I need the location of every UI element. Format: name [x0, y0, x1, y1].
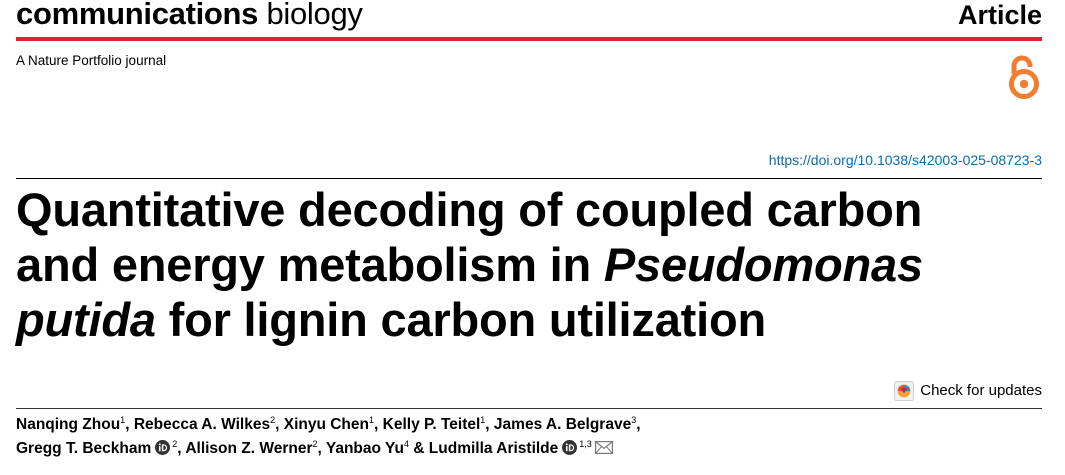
authors-divider	[16, 408, 1042, 409]
author-separator: ,	[317, 440, 326, 457]
title-line-3: putida for lignin carbon utilization	[16, 292, 1046, 347]
author-name[interactable]: Gregg T. Beckham	[16, 440, 152, 457]
title-species-genus: Pseudomonas	[603, 238, 923, 291]
check-for-updates-icon	[894, 381, 915, 401]
author-affiliation[interactable]: 2	[270, 415, 276, 425]
author-separator: ,	[485, 416, 494, 433]
journal-tagline: A Nature Portfolio journal	[16, 53, 167, 68]
author-name[interactable]: Allison Z. Werner	[185, 440, 313, 457]
author-separator: ,	[636, 416, 641, 433]
author-affiliation[interactable]: 4	[403, 439, 409, 449]
author-affiliation[interactable]: 2	[172, 439, 178, 449]
author-separator: ,	[125, 416, 134, 433]
author-affiliation[interactable]: 2	[312, 439, 318, 449]
author-list: Nanqing Zhou1, Rebecca A. Wilkes2, Xinyu…	[16, 413, 1046, 461]
title-species-epithet: putida	[16, 293, 156, 346]
author-separator: ,	[374, 416, 383, 433]
author-name[interactable]: Kelly P. Teitel	[382, 416, 481, 433]
title-text: and energy metabolism in	[16, 238, 604, 291]
check-for-updates-label: Check for updates	[920, 382, 1042, 399]
author-name[interactable]: Rebecca A. Wilkes	[133, 416, 271, 433]
author-name[interactable]: Nanqing Zhou	[16, 416, 121, 433]
author-separator: ,	[177, 440, 186, 457]
title-line-1: Quantitative decoding of coupled carbon	[16, 183, 923, 236]
check-for-updates-button[interactable]: Check for updates	[894, 380, 1042, 402]
orcid-icon[interactable]	[562, 440, 578, 455]
title-line-2: and energy metabolism in Pseudomonas	[16, 237, 1046, 292]
email-icon[interactable]	[594, 441, 613, 454]
author-affiliation[interactable]: 1	[480, 415, 486, 425]
article-title: Quantitative decoding of coupled carbon …	[16, 182, 1046, 347]
open-access-lock-icon[interactable]	[1006, 52, 1042, 100]
author-name[interactable]: Ludmilla Aristilde	[428, 440, 559, 457]
author-name[interactable]: Xinyu Chen	[283, 416, 369, 433]
author-affiliation[interactable]: 3	[631, 415, 637, 425]
author-separator: ,	[275, 416, 284, 433]
author-line-1: Nanqing Zhou1, Rebecca A. Wilkes2, Xinyu…	[16, 413, 1046, 437]
author-affiliation[interactable]: 1,3	[579, 439, 592, 449]
orcid-icon[interactable]	[155, 440, 171, 455]
doi-link[interactable]: https://doi.org/10.1038/s42003-025-08723…	[768, 152, 1042, 168]
author-separator: &	[408, 440, 429, 457]
author-name[interactable]: Yanbao Yu	[325, 440, 404, 457]
title-text: for lignin carbon utilization	[155, 293, 767, 346]
author-line-2: Gregg T. Beckham 2, Allison Z. Werner2, Y…	[16, 437, 1046, 461]
journal-name-light: biology	[266, 0, 363, 31]
author-affiliation[interactable]: 1	[369, 415, 375, 425]
author-name[interactable]: James A. Belgrave	[493, 416, 632, 433]
title-divider	[16, 178, 1042, 179]
author-affiliation[interactable]: 1	[120, 415, 126, 425]
journal-name[interactable]: communications biology	[16, 0, 363, 34]
header-divider	[16, 37, 1042, 41]
journal-name-bold: communications	[16, 0, 259, 31]
article-type-label: Article	[957, 0, 1042, 30]
